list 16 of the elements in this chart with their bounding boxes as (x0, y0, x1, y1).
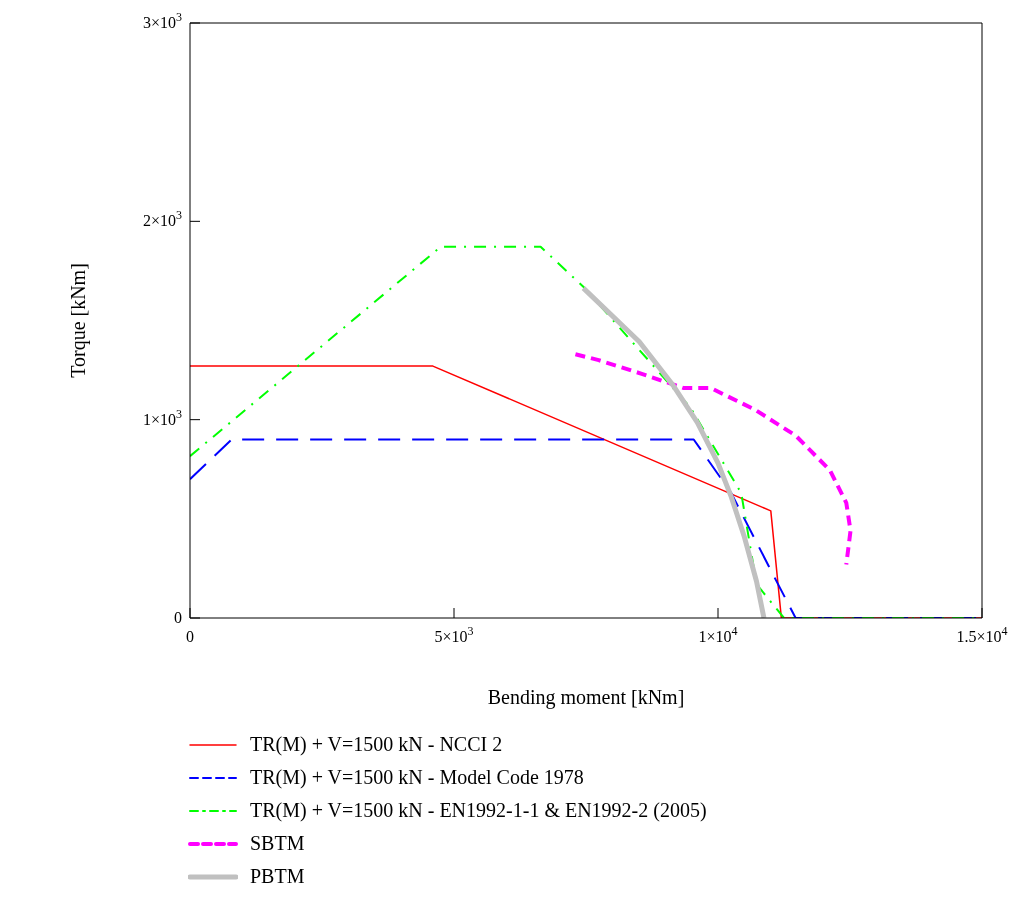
y-tick-label: 3×10$^{3}$ (142, 10, 182, 31)
legend-label: SBTM (250, 832, 305, 855)
x-tick-label: 1×10$^{4}$ (698, 624, 738, 645)
y-tick-label: 2×10$^{3}$ (142, 208, 182, 230)
line-series (573, 352, 853, 567)
legend-label: TR(M) + V=1500 kN - NCCI 2 (250, 733, 503, 756)
x-tick-label: 0 (186, 628, 194, 645)
x-tick-label: 5×10$^{3}$ (434, 624, 474, 645)
legend-label: TR(M) + V=1500 kN - EN1992-1-1 & EN1992-2 (2005) (250, 799, 707, 822)
legend-label: PBTM (250, 865, 305, 888)
x-tick-label: 1.5×10$^{4}$ (956, 624, 1008, 645)
legend-label: TR(M) + V=1500 kN - Model Code 1978 (250, 766, 584, 789)
x-axis-title: Bending moment [kNm] (487, 686, 685, 709)
y-tick-label: 0 (174, 609, 182, 626)
y-axis-title: Torque [kNm] (67, 263, 91, 378)
y-tick-label: 1×10$^{3}$ (142, 406, 182, 428)
